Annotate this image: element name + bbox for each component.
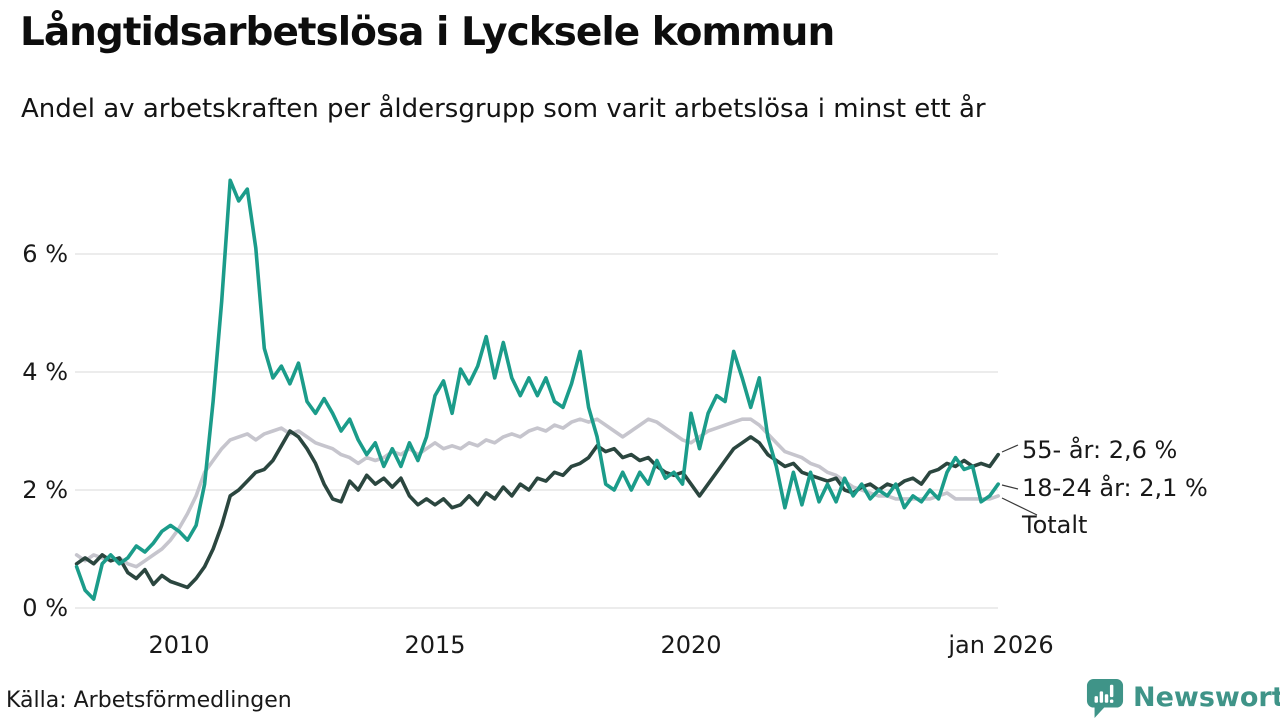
series-line-55-ar xyxy=(74,429,1001,590)
gridlines xyxy=(75,253,998,609)
y-tick-6: 6 % xyxy=(22,240,68,268)
y-tick-4: 4 % xyxy=(22,358,68,386)
brand-logo: Newsworthy xyxy=(1086,678,1280,720)
connector-55-line xyxy=(1001,444,1019,453)
y-tick-0: 0 % xyxy=(22,594,68,622)
connector-18-24-line xyxy=(1001,484,1019,490)
series-label-55: 55- år: 2,6 % xyxy=(1022,436,1178,464)
source-note: Källa: Arbetsförmedlingen xyxy=(6,688,292,713)
x-tick-jan-2026: jan 2026 xyxy=(948,631,1054,659)
brand-name: Newsworthy xyxy=(1133,682,1280,713)
series-label-18-24: 18-24 år: 2,1 % xyxy=(1022,474,1208,502)
page-title: Långtidsarbetslösa i Lycksele kommun xyxy=(20,10,835,55)
label-connectors xyxy=(1001,444,1038,516)
y-tick-2: 2 % xyxy=(22,476,68,504)
x-tick-2010: 2010 xyxy=(148,631,210,659)
x-tick-2015: 2015 xyxy=(404,631,466,659)
connector-totalt-line xyxy=(1001,497,1038,516)
series-label-totalt: Totalt xyxy=(1022,511,1088,539)
newsworthy-logo-icon xyxy=(1086,679,1124,718)
series-lines xyxy=(74,178,1001,601)
x-tick-2020: 2020 xyxy=(660,631,722,659)
series-line-18-24-ar xyxy=(74,178,1001,601)
page-subtitle: Andel av arbetskraften per åldersgrupp s… xyxy=(21,94,986,124)
